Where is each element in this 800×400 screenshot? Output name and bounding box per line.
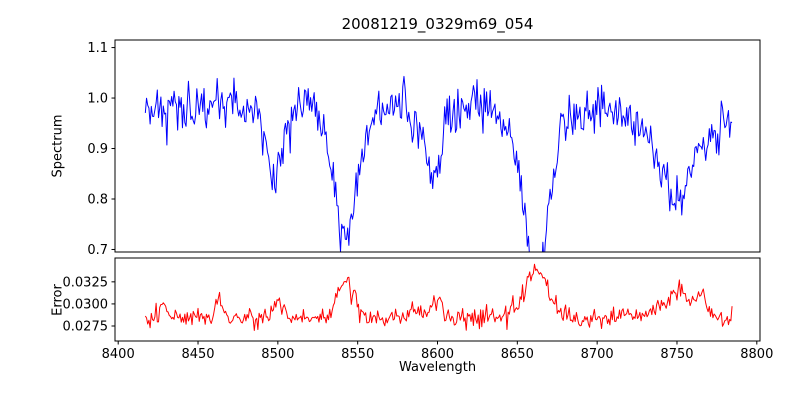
y-tick-label: 0.8: [87, 193, 108, 208]
x-tick-label: 8600: [421, 347, 454, 362]
y-tick-label: 0.7: [87, 243, 108, 258]
y-tick-label: 1.1: [87, 41, 108, 56]
spectrum-panel-border: [114, 39, 761, 253]
spectrum-line: [144, 75, 733, 252]
y-tick-label: 0.0300: [63, 297, 109, 312]
error-line: [144, 263, 733, 331]
x-tick-label: 8800: [740, 347, 773, 362]
y-tick-label: 0.0275: [63, 319, 109, 334]
wavelength-axis-label: Wavelength: [398, 360, 477, 375]
chart-title: 20081219_0329m69_054: [341, 15, 534, 33]
x-tick-label: 8750: [660, 347, 693, 362]
error-axis-label: Error: [50, 284, 66, 316]
x-tick-label: 8650: [501, 347, 534, 362]
x-tick-label: 8450: [181, 347, 214, 362]
spectrum-axis-label: Spectrum: [50, 114, 66, 178]
y-tick-label: 0.9: [87, 142, 108, 157]
x-tick-label: 8700: [581, 347, 614, 362]
x-tick-label: 8500: [261, 347, 294, 362]
x-tick-label: 8550: [341, 347, 374, 362]
y-tick-label: 0.0325: [63, 275, 109, 290]
y-tick-label: 1.0: [87, 92, 108, 107]
x-tick-label: 8400: [102, 347, 135, 362]
